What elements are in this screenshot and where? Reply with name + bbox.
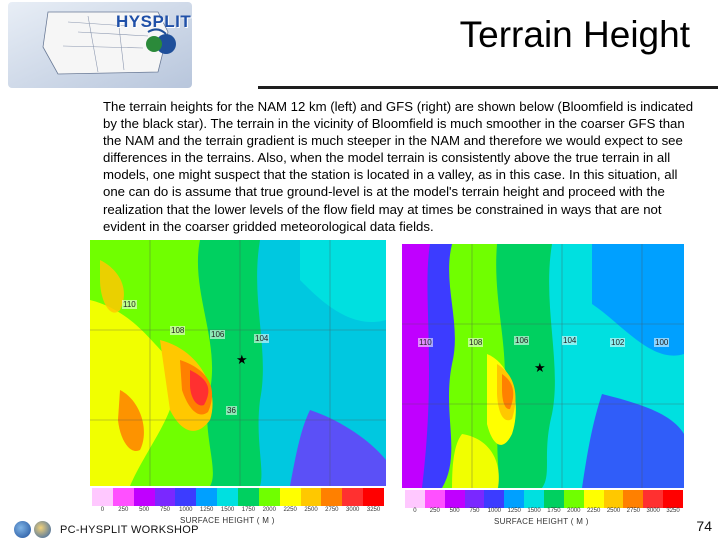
map-label: 108 xyxy=(468,338,484,347)
title-divider xyxy=(258,86,718,89)
colorbar-swatch xyxy=(663,490,684,508)
colorbar-tick-label: 3250 xyxy=(666,508,680,514)
nam-terrain-map: ★ 110 108 106 104 36 xyxy=(90,240,386,486)
colorbar-tick-label: 1750 xyxy=(241,507,256,513)
colorbar-swatch xyxy=(300,488,322,506)
colorbar-swatch xyxy=(504,490,525,508)
colorbar-tick-label: 250 xyxy=(429,508,440,514)
colorbar-tick-label: 1000 xyxy=(179,507,193,513)
colorbar-tick-label: 1250 xyxy=(200,507,214,513)
colorbar-tick-label: 2500 xyxy=(304,507,318,513)
map-label: 104 xyxy=(562,336,578,345)
colorbar-swatch xyxy=(484,490,505,508)
colorbar-swatch xyxy=(603,490,624,508)
colorbar-swatch xyxy=(217,488,239,506)
colorbar-tick-label: 2250 xyxy=(283,507,297,513)
colorbar-swatch xyxy=(92,488,113,506)
svg-text:★: ★ xyxy=(534,360,546,375)
colorbar-swatch xyxy=(154,488,176,506)
colorbar-tick-label: 2000 xyxy=(262,507,276,513)
colorbar-swatch xyxy=(464,490,485,508)
colorbar-swatch xyxy=(563,490,584,508)
colorbar-tick-label: 3250 xyxy=(366,507,381,513)
map-label: 106 xyxy=(514,336,530,345)
map-label: 102 xyxy=(610,338,626,347)
colorbar-tick-label: 500 xyxy=(449,508,460,514)
colorbar-tick-label: 2750 xyxy=(325,507,339,513)
colorbar-swatch xyxy=(405,490,425,508)
colorbar-swatch xyxy=(258,488,280,506)
hysplit-logo: HYSPLIT xyxy=(8,2,192,88)
colorbar-swatch xyxy=(342,488,364,506)
nam-colorbar-ticks: 0 250 500 750 1000 1250 1500 1750 2000 2250 2500 27… xyxy=(92,507,384,515)
colorbar-swatch xyxy=(623,490,644,508)
colorbar-swatch xyxy=(321,488,343,506)
colorbar-swatch xyxy=(363,488,385,506)
map-label: 110 xyxy=(418,338,433,347)
gfs-colorbar-ticks: 0 250 500 750 1000 1250 1500 1750 2000 2250 2500 27… xyxy=(405,508,683,516)
colorbar-tick-label: 1500 xyxy=(220,507,235,513)
logo-text: HYSPLIT xyxy=(116,12,192,31)
colorbar-tick-label: 1750 xyxy=(547,508,561,514)
colorbar-swatch xyxy=(133,488,155,506)
colorbar-swatch xyxy=(583,490,604,508)
colorbar-tick-label: 2500 xyxy=(606,508,621,514)
gfs-colorbar xyxy=(405,490,684,508)
slide-page-number: 74 xyxy=(696,518,712,534)
colorbar-tick-label: 1000 xyxy=(487,508,502,514)
map-label: 36 xyxy=(226,406,237,415)
colorbar-tick-label: 3000 xyxy=(646,508,660,514)
colorbar-swatch xyxy=(112,488,134,506)
colorbar-tick-label: 750 xyxy=(469,508,480,514)
colorbar-swatch xyxy=(196,488,218,506)
colorbar-tick-label: 500 xyxy=(139,507,150,513)
colorbar-tick-label: 250 xyxy=(118,507,129,513)
map-label: 108 xyxy=(170,326,186,335)
colorbar-swatch xyxy=(424,490,445,508)
map-label: 110 xyxy=(122,300,137,309)
colorbar-swatch xyxy=(524,490,545,508)
colorbar-tick-label: 0 xyxy=(100,507,105,513)
slide-body-text: The terrain heights for the NAM 12 km (l… xyxy=(103,99,694,234)
colorbar-tick-label: 750 xyxy=(159,507,171,513)
footer-workshop-label: PC-HYSPLIT WORKSHOP xyxy=(60,524,199,536)
map-label: 100 xyxy=(654,338,670,347)
noaa-logo-icon xyxy=(14,521,31,538)
colorbar-tick-label: 2250 xyxy=(586,508,601,514)
colorbar-tick-label: 2750 xyxy=(626,508,641,514)
colorbar-tick-label: 0 xyxy=(413,508,417,514)
colorbar-tick-label: 2000 xyxy=(567,508,581,514)
colorbar-swatch xyxy=(238,488,259,506)
commerce-seal-icon xyxy=(34,521,51,538)
svg-text:★: ★ xyxy=(236,352,248,367)
colorbar-swatch xyxy=(643,490,664,508)
colorbar-swatch xyxy=(279,488,301,506)
colorbar-tick-label: 3000 xyxy=(346,507,360,513)
colorbar-swatch xyxy=(544,490,564,508)
gfs-terrain-map: ★ 110 108 106 104 102 100 xyxy=(402,244,684,488)
gfs-colorbar-title: SURFACE HEIGHT ( M ) xyxy=(494,517,589,526)
colorbar-tick-label: 1500 xyxy=(527,508,541,514)
slide-title: Terrain Height xyxy=(459,14,690,55)
nam-colorbar-title: SURFACE HEIGHT ( M ) xyxy=(180,516,275,525)
nam-colorbar xyxy=(92,488,385,506)
colorbar-swatch xyxy=(175,488,197,506)
map-label: 104 xyxy=(254,334,270,343)
colorbar-tick-label: 1250 xyxy=(507,508,521,514)
colorbar-swatch xyxy=(444,490,465,508)
map-label: 106 xyxy=(210,330,226,339)
